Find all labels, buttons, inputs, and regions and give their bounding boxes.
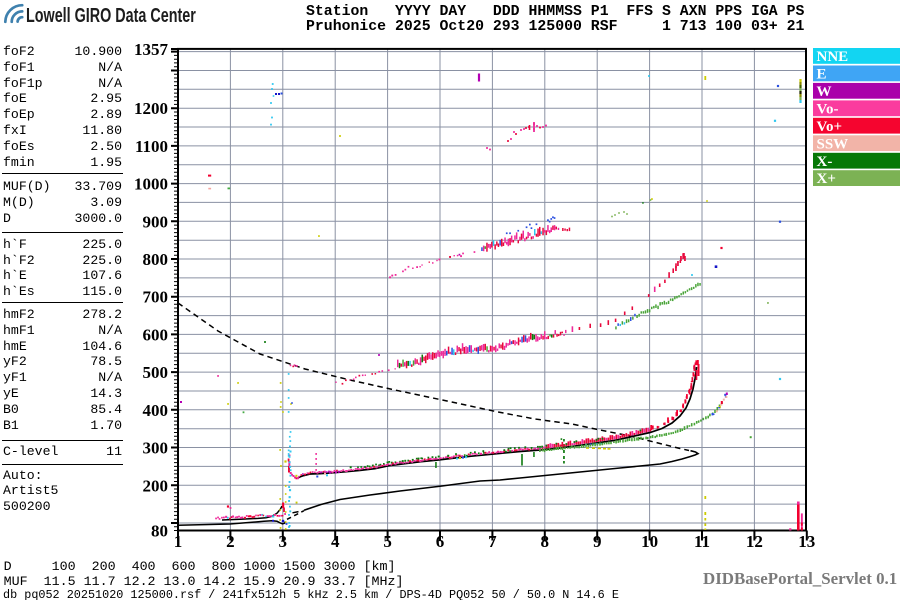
svg-text:11: 11	[694, 532, 710, 551]
svg-text:6: 6	[436, 532, 445, 551]
svg-text:1200: 1200	[134, 99, 168, 118]
svg-text:5: 5	[383, 532, 392, 551]
svg-text:W: W	[817, 84, 832, 100]
svg-text:SSW: SSW	[817, 136, 849, 152]
svg-text:NNE: NNE	[817, 49, 849, 65]
svg-text:X+: X+	[817, 171, 836, 187]
svg-text:200: 200	[143, 476, 169, 495]
svg-text:9: 9	[593, 532, 602, 551]
svg-text:8: 8	[541, 532, 550, 551]
svg-text:3: 3	[279, 532, 288, 551]
svg-text:12: 12	[746, 532, 763, 551]
svg-text:600: 600	[143, 325, 169, 344]
svg-text:1357: 1357	[134, 40, 169, 59]
svg-text:Vo+: Vo+	[817, 119, 843, 135]
svg-text:4: 4	[331, 532, 340, 551]
svg-text:7: 7	[488, 532, 497, 551]
svg-text:1100: 1100	[135, 137, 168, 156]
svg-text:800: 800	[143, 250, 169, 269]
svg-text:700: 700	[143, 288, 169, 307]
svg-text:Vo-: Vo-	[817, 101, 839, 117]
svg-text:300: 300	[143, 439, 169, 458]
svg-text:400: 400	[143, 401, 169, 420]
svg-text:1000: 1000	[134, 175, 168, 194]
svg-text:X-: X-	[817, 154, 833, 170]
svg-text:80: 80	[151, 522, 168, 541]
svg-text:2: 2	[226, 532, 235, 551]
svg-text:900: 900	[143, 212, 169, 231]
svg-text:1: 1	[174, 532, 183, 551]
svg-text:13: 13	[798, 532, 815, 551]
svg-text:500: 500	[143, 363, 169, 382]
svg-text:10: 10	[641, 532, 658, 551]
svg-text:E: E	[817, 67, 827, 83]
